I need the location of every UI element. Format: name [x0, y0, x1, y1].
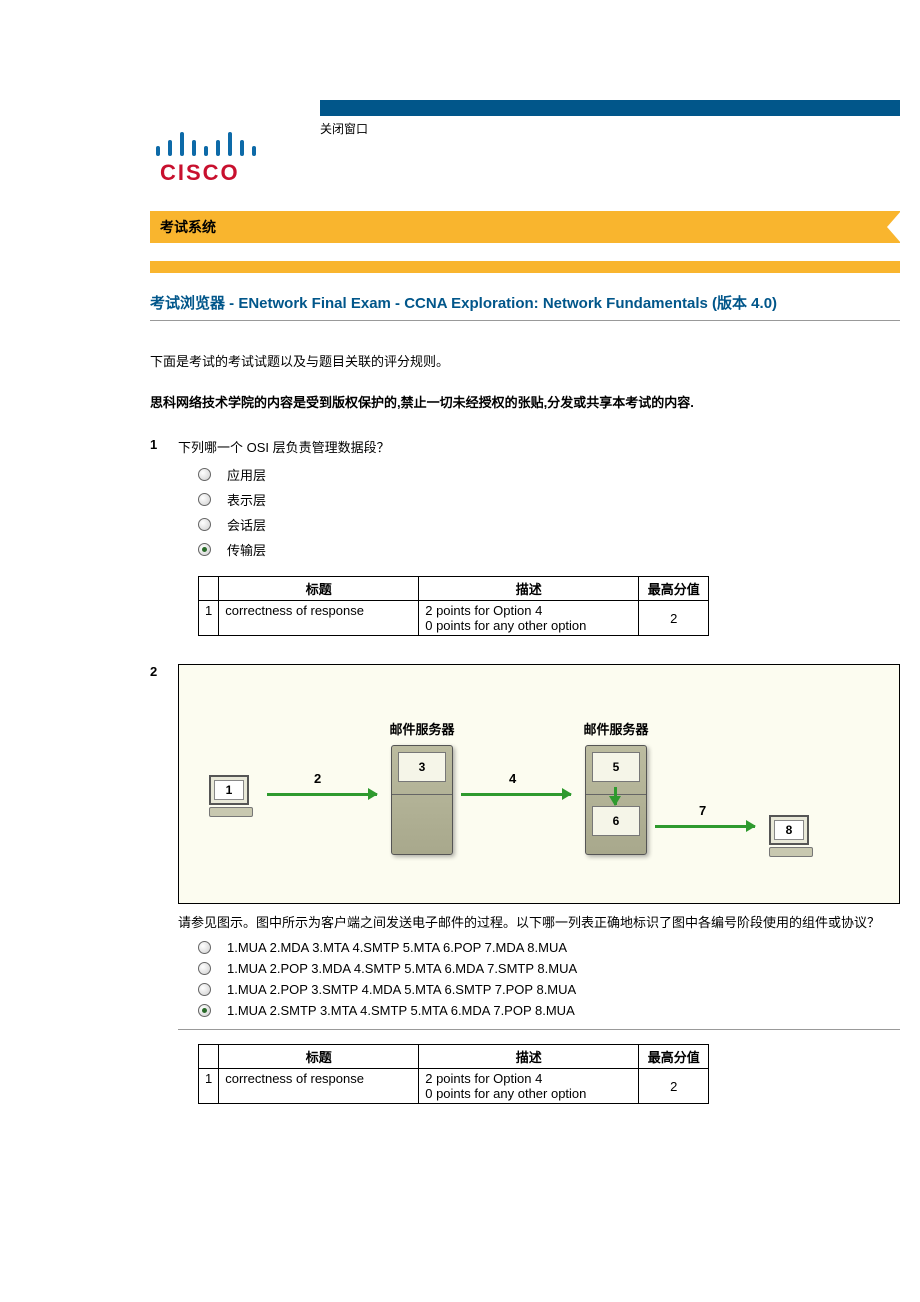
option-label: 表示层: [227, 490, 266, 509]
email-diagram: 1 2 邮件服务器 3 4 邮件: [178, 664, 900, 904]
arrow-icon: [267, 793, 377, 796]
option-row[interactable]: 1.MUA 2.POP 3.SMTP 4.MDA 5.MTA 6.SMTP 7.…: [178, 979, 900, 1000]
question-2: 2 1 2 邮件服务器 3: [150, 664, 900, 1104]
close-window-link[interactable]: 关闭窗口: [320, 118, 368, 137]
table-header: 最高分值: [639, 1045, 709, 1069]
table-cell: correctness of response: [219, 1069, 419, 1104]
option-row[interactable]: 1.MUA 2.POP 3.MDA 4.SMTP 5.MTA 6.MDA 7.S…: [178, 958, 900, 979]
option-label: 1.MUA 2.SMTP 3.MTA 4.SMTP 5.MTA 6.MDA 7.…: [227, 1003, 575, 1018]
question-text: 下列哪一个 OSI 层负责管理数据段？: [178, 437, 900, 456]
pc-icon: 8: [769, 815, 819, 859]
radio-icon[interactable]: [198, 468, 211, 481]
option-row[interactable]: 1.MUA 2.MDA 3.MTA 4.SMTP 5.MTA 6.POP 7.M…: [178, 937, 900, 958]
sub-bar: [150, 261, 900, 273]
table-cell: 1: [199, 601, 219, 636]
arrow-icon: [461, 793, 571, 796]
table-cell: 2: [639, 1069, 709, 1104]
question-1: 1 下列哪一个 OSI 层负责管理数据段？ 应用层表示层会话层传输层 标题 描述…: [150, 437, 900, 636]
svg-text:CISCO: CISCO: [160, 160, 240, 185]
divider: [178, 1029, 900, 1030]
exam-title: 考试浏览器 - ENetwork Final Exam - CCNA Explo…: [150, 293, 900, 314]
table-cell: 1: [199, 1069, 219, 1104]
radio-icon[interactable]: [198, 962, 211, 975]
option-label: 1.MUA 2.POP 3.MDA 4.SMTP 5.MTA 6.MDA 7.S…: [227, 961, 577, 976]
option-label: 应用层: [227, 465, 266, 484]
copyright-text: 思科网络技术学院的内容是受到版权保护的,禁止一切未经授权的张贴,分发或共享本考试…: [150, 392, 900, 411]
question-number: 1: [150, 437, 178, 636]
table-cell: 2 points for Option 40 points for any ot…: [419, 601, 639, 636]
table-cell: 2 points for Option 40 points for any ot…: [419, 1069, 639, 1104]
divider: [150, 320, 900, 321]
radio-icon[interactable]: [198, 543, 211, 556]
arrow-label: 2: [314, 771, 321, 786]
arrow-icon: [614, 787, 617, 805]
header: CISCO 关闭窗口: [150, 118, 900, 191]
table-header: 标题: [219, 1045, 419, 1069]
radio-icon[interactable]: [198, 983, 211, 996]
pc-icon: 1: [209, 775, 259, 819]
table-cell: 2: [639, 601, 709, 636]
server-icon: 邮件服务器 3: [391, 745, 453, 855]
option-label: 1.MUA 2.POP 3.SMTP 4.MDA 5.MTA 6.SMTP 7.…: [227, 982, 576, 997]
option-label: 会话层: [227, 515, 266, 534]
table-header: 标题: [219, 577, 419, 601]
option-label: 传输层: [227, 540, 266, 559]
radio-icon[interactable]: [198, 518, 211, 531]
score-table: 标题 描述 最高分值 1 correctness of response 2 p…: [198, 1044, 709, 1104]
table-header: 最高分值: [639, 577, 709, 601]
top-bar: [320, 100, 900, 116]
option-row[interactable]: 1.MUA 2.SMTP 3.MTA 4.SMTP 5.MTA 6.MDA 7.…: [178, 1000, 900, 1021]
table-cell: correctness of response: [219, 601, 419, 636]
question-number: 2: [150, 664, 178, 1104]
option-row[interactable]: 表示层: [178, 487, 900, 512]
arrow-label: 4: [509, 771, 516, 786]
intro-text: 下面是考试的考试试题以及与题目关联的评分规则。: [150, 351, 900, 370]
radio-icon[interactable]: [198, 1004, 211, 1017]
arrow-icon: [655, 825, 755, 828]
option-row[interactable]: 应用层: [178, 462, 900, 487]
cisco-logo: CISCO: [150, 118, 320, 191]
radio-icon[interactable]: [198, 493, 211, 506]
score-table: 标题 描述 最高分值 1 correctness of response 2 p…: [198, 576, 709, 636]
table-header: 描述: [419, 1045, 639, 1069]
option-label: 1.MUA 2.MDA 3.MTA 4.SMTP 5.MTA 6.POP 7.M…: [227, 940, 567, 955]
arrow-label: 7: [699, 803, 706, 818]
option-row[interactable]: 会话层: [178, 512, 900, 537]
question-text: 请参见图示。图中所示为客户端之间发送电子邮件的过程。以下哪一列表正确地标识了图中…: [178, 912, 900, 931]
table-header: 描述: [419, 577, 639, 601]
exam-system-banner: 考试系统: [150, 211, 900, 243]
radio-icon[interactable]: [198, 941, 211, 954]
option-row[interactable]: 传输层: [178, 537, 900, 562]
